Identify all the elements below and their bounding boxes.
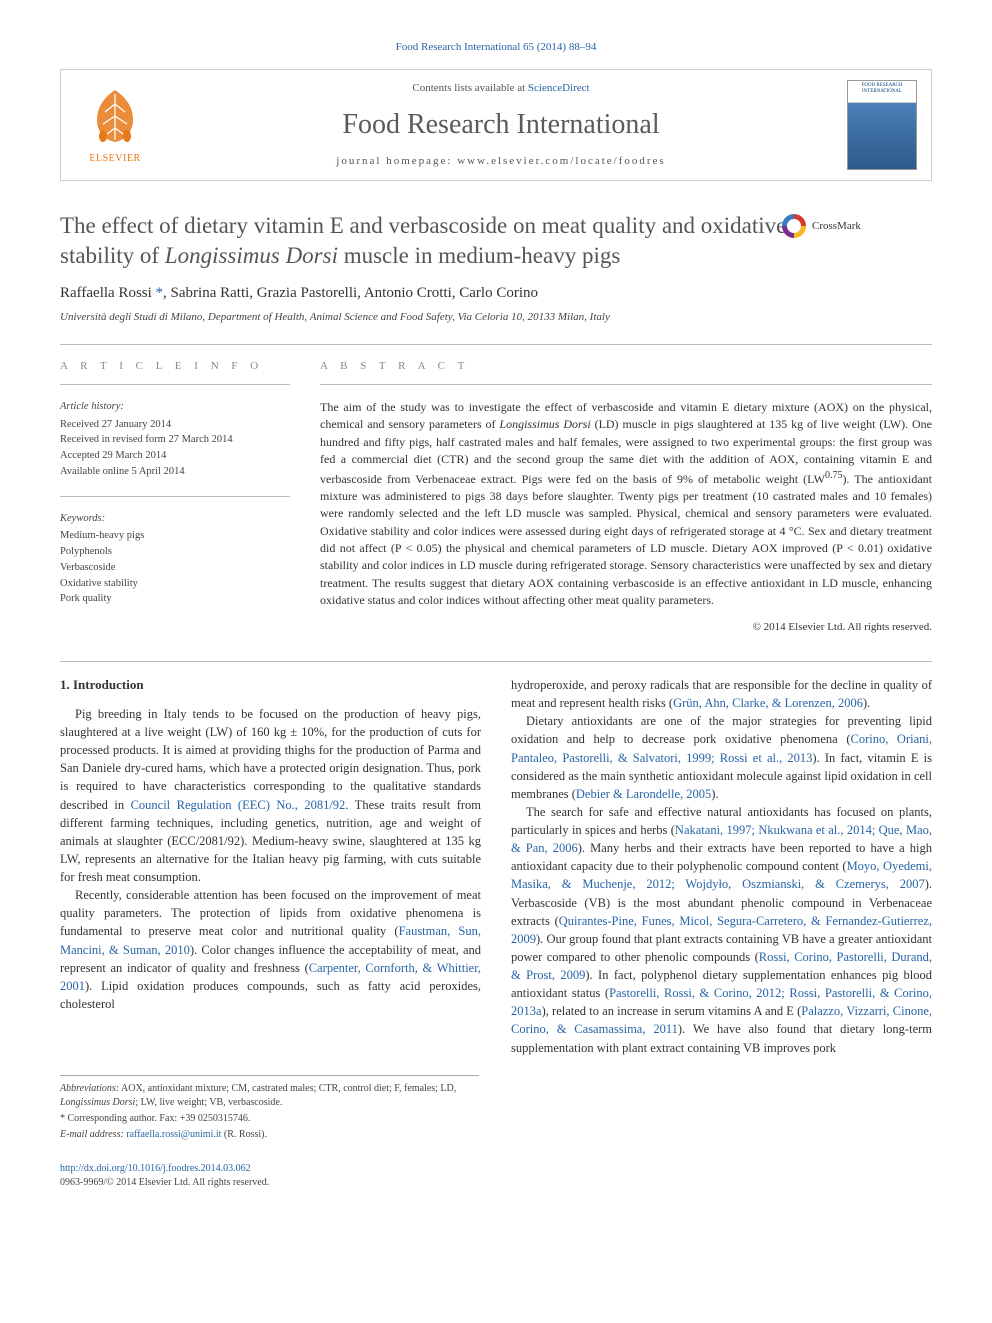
- cover-title: FOOD RESEARCH INTERNATIONAL: [848, 81, 916, 103]
- divider: [320, 384, 932, 385]
- intro-heading: 1. Introduction: [60, 676, 481, 695]
- abstract-label: a b s t r a c t: [320, 359, 932, 374]
- email-link[interactable]: raffaella.rossi@unimi.it: [126, 1129, 221, 1140]
- body-paragraph: Recently, considerable attention has bee…: [60, 886, 481, 1013]
- bottom-bar: http://dx.doi.org/10.1016/j.foodres.2014…: [60, 1162, 932, 1190]
- corresponding-author-note: * Corresponding author. Fax: +39 0250315…: [60, 1112, 479, 1126]
- crossmark-label: CrossMark: [812, 219, 861, 234]
- footnotes: Abbreviations: AOX, antioxidant mixture;…: [60, 1075, 479, 1142]
- keyword: Medium-heavy pigs: [60, 528, 290, 544]
- abstract-text: The aim of the study was to investigate …: [320, 399, 932, 610]
- contents-line: Contents lists available at ScienceDirec…: [175, 81, 827, 96]
- keywords-heading: Keywords:: [60, 511, 290, 527]
- divider: [60, 496, 290, 497]
- crossmark-badge[interactable]: CrossMark: [782, 211, 872, 241]
- keyword: Oxidative stability: [60, 576, 290, 592]
- body-left-column: 1. Introduction Pig breeding in Italy te…: [60, 676, 481, 1057]
- keyword: Pork quality: [60, 591, 290, 607]
- authors: Raffaella Rossi *, Sabrina Ratti, Grazia…: [60, 283, 932, 304]
- divider: [60, 344, 932, 345]
- keywords-block: Keywords: Medium-heavy pigs Polyphenols …: [60, 511, 290, 608]
- body-right-column: hydroperoxide, and peroxy radicals that …: [511, 676, 932, 1057]
- contents-prefix: Contents lists available at: [412, 82, 527, 94]
- abstract-copyright: © 2014 Elsevier Ltd. All rights reserved…: [320, 620, 932, 635]
- history-line: Available online 5 April 2014: [60, 464, 290, 480]
- body-paragraph: Pig breeding in Italy tends to be focuse…: [60, 705, 481, 886]
- body-paragraph: Dietary antioxidants are one of the majo…: [511, 712, 932, 803]
- top-citation[interactable]: Food Research International 65 (2014) 88…: [60, 40, 932, 55]
- elsevier-logo: ELSEVIER: [75, 80, 155, 170]
- article-history: Article history: Received 27 January 201…: [60, 399, 290, 480]
- publisher-name: ELSEVIER: [89, 152, 140, 166]
- email-label: E-mail address:: [60, 1129, 124, 1140]
- keyword: Polyphenols: [60, 544, 290, 560]
- history-line: Accepted 29 March 2014: [60, 448, 290, 464]
- elsevier-tree-icon: [83, 84, 147, 148]
- journal-name: Food Research International: [175, 105, 827, 144]
- history-line: Received 27 January 2014: [60, 417, 290, 433]
- abbreviations-note: Abbreviations: AOX, antioxidant mixture;…: [60, 1082, 479, 1110]
- divider: [60, 384, 290, 385]
- journal-header: ELSEVIER Contents lists available at Sci…: [60, 69, 932, 181]
- history-line: Received in revised form 27 March 2014: [60, 432, 290, 448]
- journal-homepage[interactable]: journal homepage: www.elsevier.com/locat…: [175, 154, 827, 169]
- history-heading: Article history:: [60, 399, 290, 415]
- issn-copyright: 0963-9969/© 2014 Elsevier Ltd. All right…: [60, 1177, 269, 1188]
- sciencedirect-link[interactable]: ScienceDirect: [528, 82, 590, 94]
- affiliation: Università degli Studi di Milano, Depart…: [60, 310, 932, 325]
- doi-link[interactable]: http://dx.doi.org/10.1016/j.foodres.2014…: [60, 1163, 251, 1174]
- journal-cover-thumbnail: FOOD RESEARCH INTERNATIONAL: [847, 80, 917, 170]
- body-paragraph: The search for safe and effective natura…: [511, 803, 932, 1057]
- crossmark-icon: [782, 214, 806, 238]
- divider: [60, 661, 932, 662]
- article-info-label: a r t i c l e i n f o: [60, 359, 290, 374]
- keyword: Verbascoside: [60, 560, 290, 576]
- email-suffix: (R. Rossi).: [224, 1129, 267, 1140]
- body-paragraph: hydroperoxide, and peroxy radicals that …: [511, 676, 932, 712]
- email-note: E-mail address: raffaella.rossi@unimi.it…: [60, 1128, 479, 1142]
